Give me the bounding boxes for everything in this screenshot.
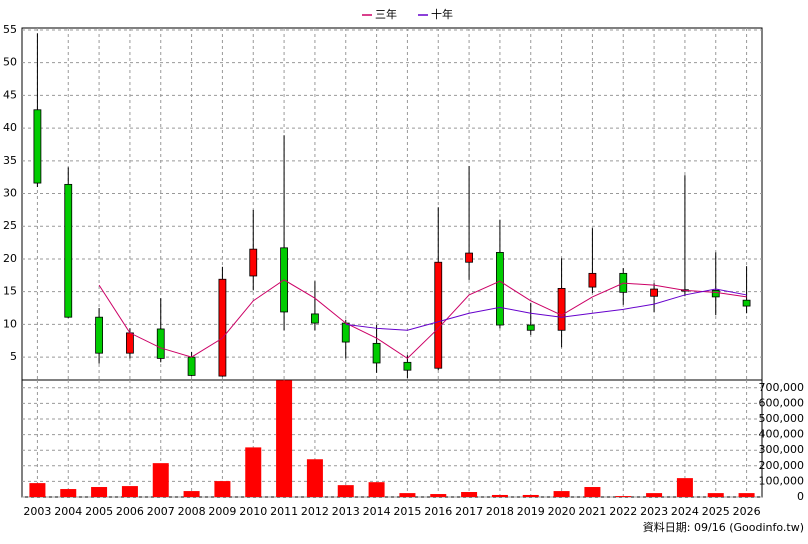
y2-tick-label: 700,000 xyxy=(759,381,805,394)
x-tick-label: 2011 xyxy=(270,505,298,518)
volume-bar xyxy=(337,485,354,497)
candle-body xyxy=(341,322,350,343)
x-tick-label: 2025 xyxy=(702,505,730,518)
x-tick-label: 2019 xyxy=(517,505,545,518)
volume-bar xyxy=(676,478,693,497)
x-tick-label: 2020 xyxy=(548,505,576,518)
y2-tick-label: 600,000 xyxy=(759,396,805,409)
y-tick-label: 50 xyxy=(3,56,17,69)
y-tick-label: 10 xyxy=(3,317,17,330)
volume-bar xyxy=(738,493,755,497)
volume-bar xyxy=(152,463,169,497)
x-tick-label: 2024 xyxy=(671,505,699,518)
legend-label: 三年 xyxy=(375,7,397,21)
candle-body xyxy=(434,261,443,369)
candle-body xyxy=(187,356,196,376)
volume-bar xyxy=(584,487,601,497)
volume-bar xyxy=(245,447,262,497)
x-tick-label: 2023 xyxy=(640,505,668,518)
volume-bar xyxy=(214,481,231,497)
x-tick-label: 2016 xyxy=(424,505,452,518)
candle-body xyxy=(465,252,473,263)
x-tick-label: 2004 xyxy=(54,505,82,518)
candle-body xyxy=(496,252,504,326)
x-tick-label: 2005 xyxy=(85,505,113,518)
x-tick-label: 2018 xyxy=(486,505,514,518)
y2-tick-label: 100,000 xyxy=(759,474,805,487)
volume-bar xyxy=(646,493,663,497)
y-tick-label: 15 xyxy=(3,285,17,298)
candle-body xyxy=(372,342,381,364)
y-tick-label: 25 xyxy=(3,219,17,232)
volume-bar xyxy=(461,492,478,497)
volume-bar xyxy=(615,496,632,497)
volume-bar xyxy=(707,493,724,497)
candle-body xyxy=(95,316,103,354)
volume-bar xyxy=(29,483,46,497)
ma-line xyxy=(345,288,747,331)
y2-tick-label: 0 xyxy=(797,490,804,503)
x-tick-label: 2006 xyxy=(116,505,144,518)
volume-bar xyxy=(306,459,323,497)
candle-body xyxy=(126,332,134,354)
x-tick-label: 2012 xyxy=(301,505,329,518)
y-tick-label: 35 xyxy=(3,154,17,167)
volume-bar xyxy=(276,380,293,497)
candle-body xyxy=(218,278,227,377)
volume-bar xyxy=(399,493,416,497)
candle-body xyxy=(33,109,42,184)
candle-body xyxy=(403,361,412,371)
candle-body xyxy=(156,328,165,359)
volume-bar xyxy=(522,494,539,497)
volume-bar xyxy=(491,494,508,497)
candle-body xyxy=(311,313,319,324)
volume-bar xyxy=(60,489,77,497)
candle-body xyxy=(650,288,658,297)
y-tick-label: 20 xyxy=(3,252,17,265)
volume-frame xyxy=(21,379,763,498)
x-tick-label: 2022 xyxy=(609,505,637,518)
volume-bar xyxy=(430,494,447,497)
y-tick-label: 40 xyxy=(3,121,17,134)
y-tick-label: 55 xyxy=(3,23,17,36)
volume-bar xyxy=(91,487,108,497)
candle-body xyxy=(64,183,73,318)
volume-bar xyxy=(183,491,200,497)
x-tick-label: 2003 xyxy=(23,505,51,518)
x-tick-label: 2010 xyxy=(239,505,267,518)
candle-body xyxy=(742,299,751,307)
volume-bar xyxy=(553,491,570,497)
price-frame xyxy=(21,27,763,381)
footnote: 資料日期: 09/16 (Goodinfo.tw) xyxy=(643,520,804,534)
x-tick-label: 2017 xyxy=(455,505,483,518)
candle-body xyxy=(588,272,597,288)
ma-line xyxy=(98,279,747,360)
volume-bar xyxy=(121,486,138,497)
x-tick-label: 2009 xyxy=(208,505,236,518)
y-tick-label: 5 xyxy=(10,350,17,363)
y2-tick-label: 200,000 xyxy=(759,459,805,472)
legend-label: 十年 xyxy=(431,7,453,21)
candle-body xyxy=(526,324,535,331)
candle-body xyxy=(711,289,720,298)
y2-tick-label: 300,000 xyxy=(759,443,805,456)
x-tick-label: 2014 xyxy=(363,505,391,518)
y2-tick-label: 400,000 xyxy=(759,428,805,441)
x-tick-label: 2026 xyxy=(733,505,761,518)
x-tick-label: 2015 xyxy=(393,505,421,518)
y2-tick-label: 500,000 xyxy=(759,412,805,425)
x-tick-label: 2008 xyxy=(178,505,206,518)
volume-bar xyxy=(368,482,385,497)
candle-body xyxy=(249,248,258,277)
x-tick-label: 2013 xyxy=(332,505,360,518)
x-tick-label: 2021 xyxy=(578,505,606,518)
x-tick-label: 2007 xyxy=(147,505,175,518)
y-tick-label: 30 xyxy=(3,187,17,200)
y-tick-label: 45 xyxy=(3,88,17,101)
candle-body xyxy=(557,288,566,331)
